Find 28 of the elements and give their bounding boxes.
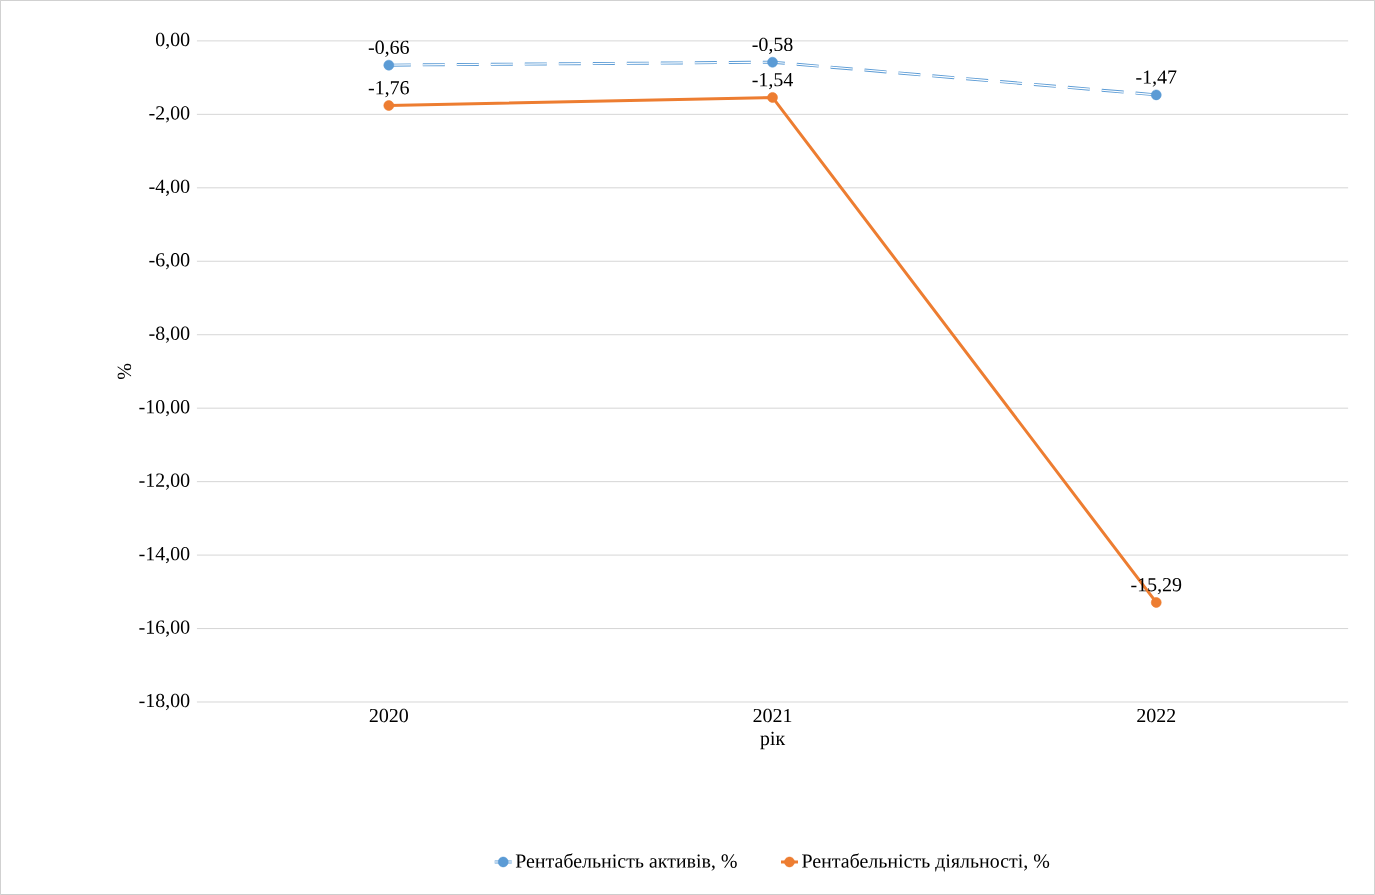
legend-label: Рентабельність активів, % xyxy=(515,853,737,871)
point xyxy=(383,59,395,71)
data-label: -0,66 xyxy=(368,40,409,57)
y-tick-label: -18,00 xyxy=(139,693,190,711)
point xyxy=(1151,597,1162,608)
y-axis-title: % xyxy=(117,363,132,380)
x-axis-title: рік xyxy=(760,731,786,750)
y-tick-label: -4,00 xyxy=(149,179,190,196)
y-tick-label: -8,00 xyxy=(149,326,190,343)
y-tick-label: -16,00 xyxy=(139,620,190,637)
y-tick-label: 0,00 xyxy=(155,32,190,50)
point xyxy=(383,100,395,111)
point xyxy=(1151,89,1162,101)
point xyxy=(767,92,778,103)
y-tick-label: -12,00 xyxy=(139,473,190,490)
x-tick-label: 2022 xyxy=(1137,708,1176,723)
x-tick-label: 2021 xyxy=(753,708,792,723)
y-tick-label: -6,00 xyxy=(149,253,190,270)
point xyxy=(767,56,778,68)
y-tick-label: -10,00 xyxy=(139,400,190,417)
data-label: -0,58 xyxy=(752,37,793,55)
data-label: -1,47 xyxy=(1136,70,1177,87)
x-tick-label: 2020 xyxy=(369,708,408,723)
legend-label: Рентабельність діяльності, % xyxy=(802,853,1050,872)
data-label: -1,76 xyxy=(368,81,409,98)
data-label: -1,54 xyxy=(752,73,793,90)
y-tick-label: -14,00 xyxy=(139,546,190,564)
y-tick-label: -2,00 xyxy=(149,106,190,123)
